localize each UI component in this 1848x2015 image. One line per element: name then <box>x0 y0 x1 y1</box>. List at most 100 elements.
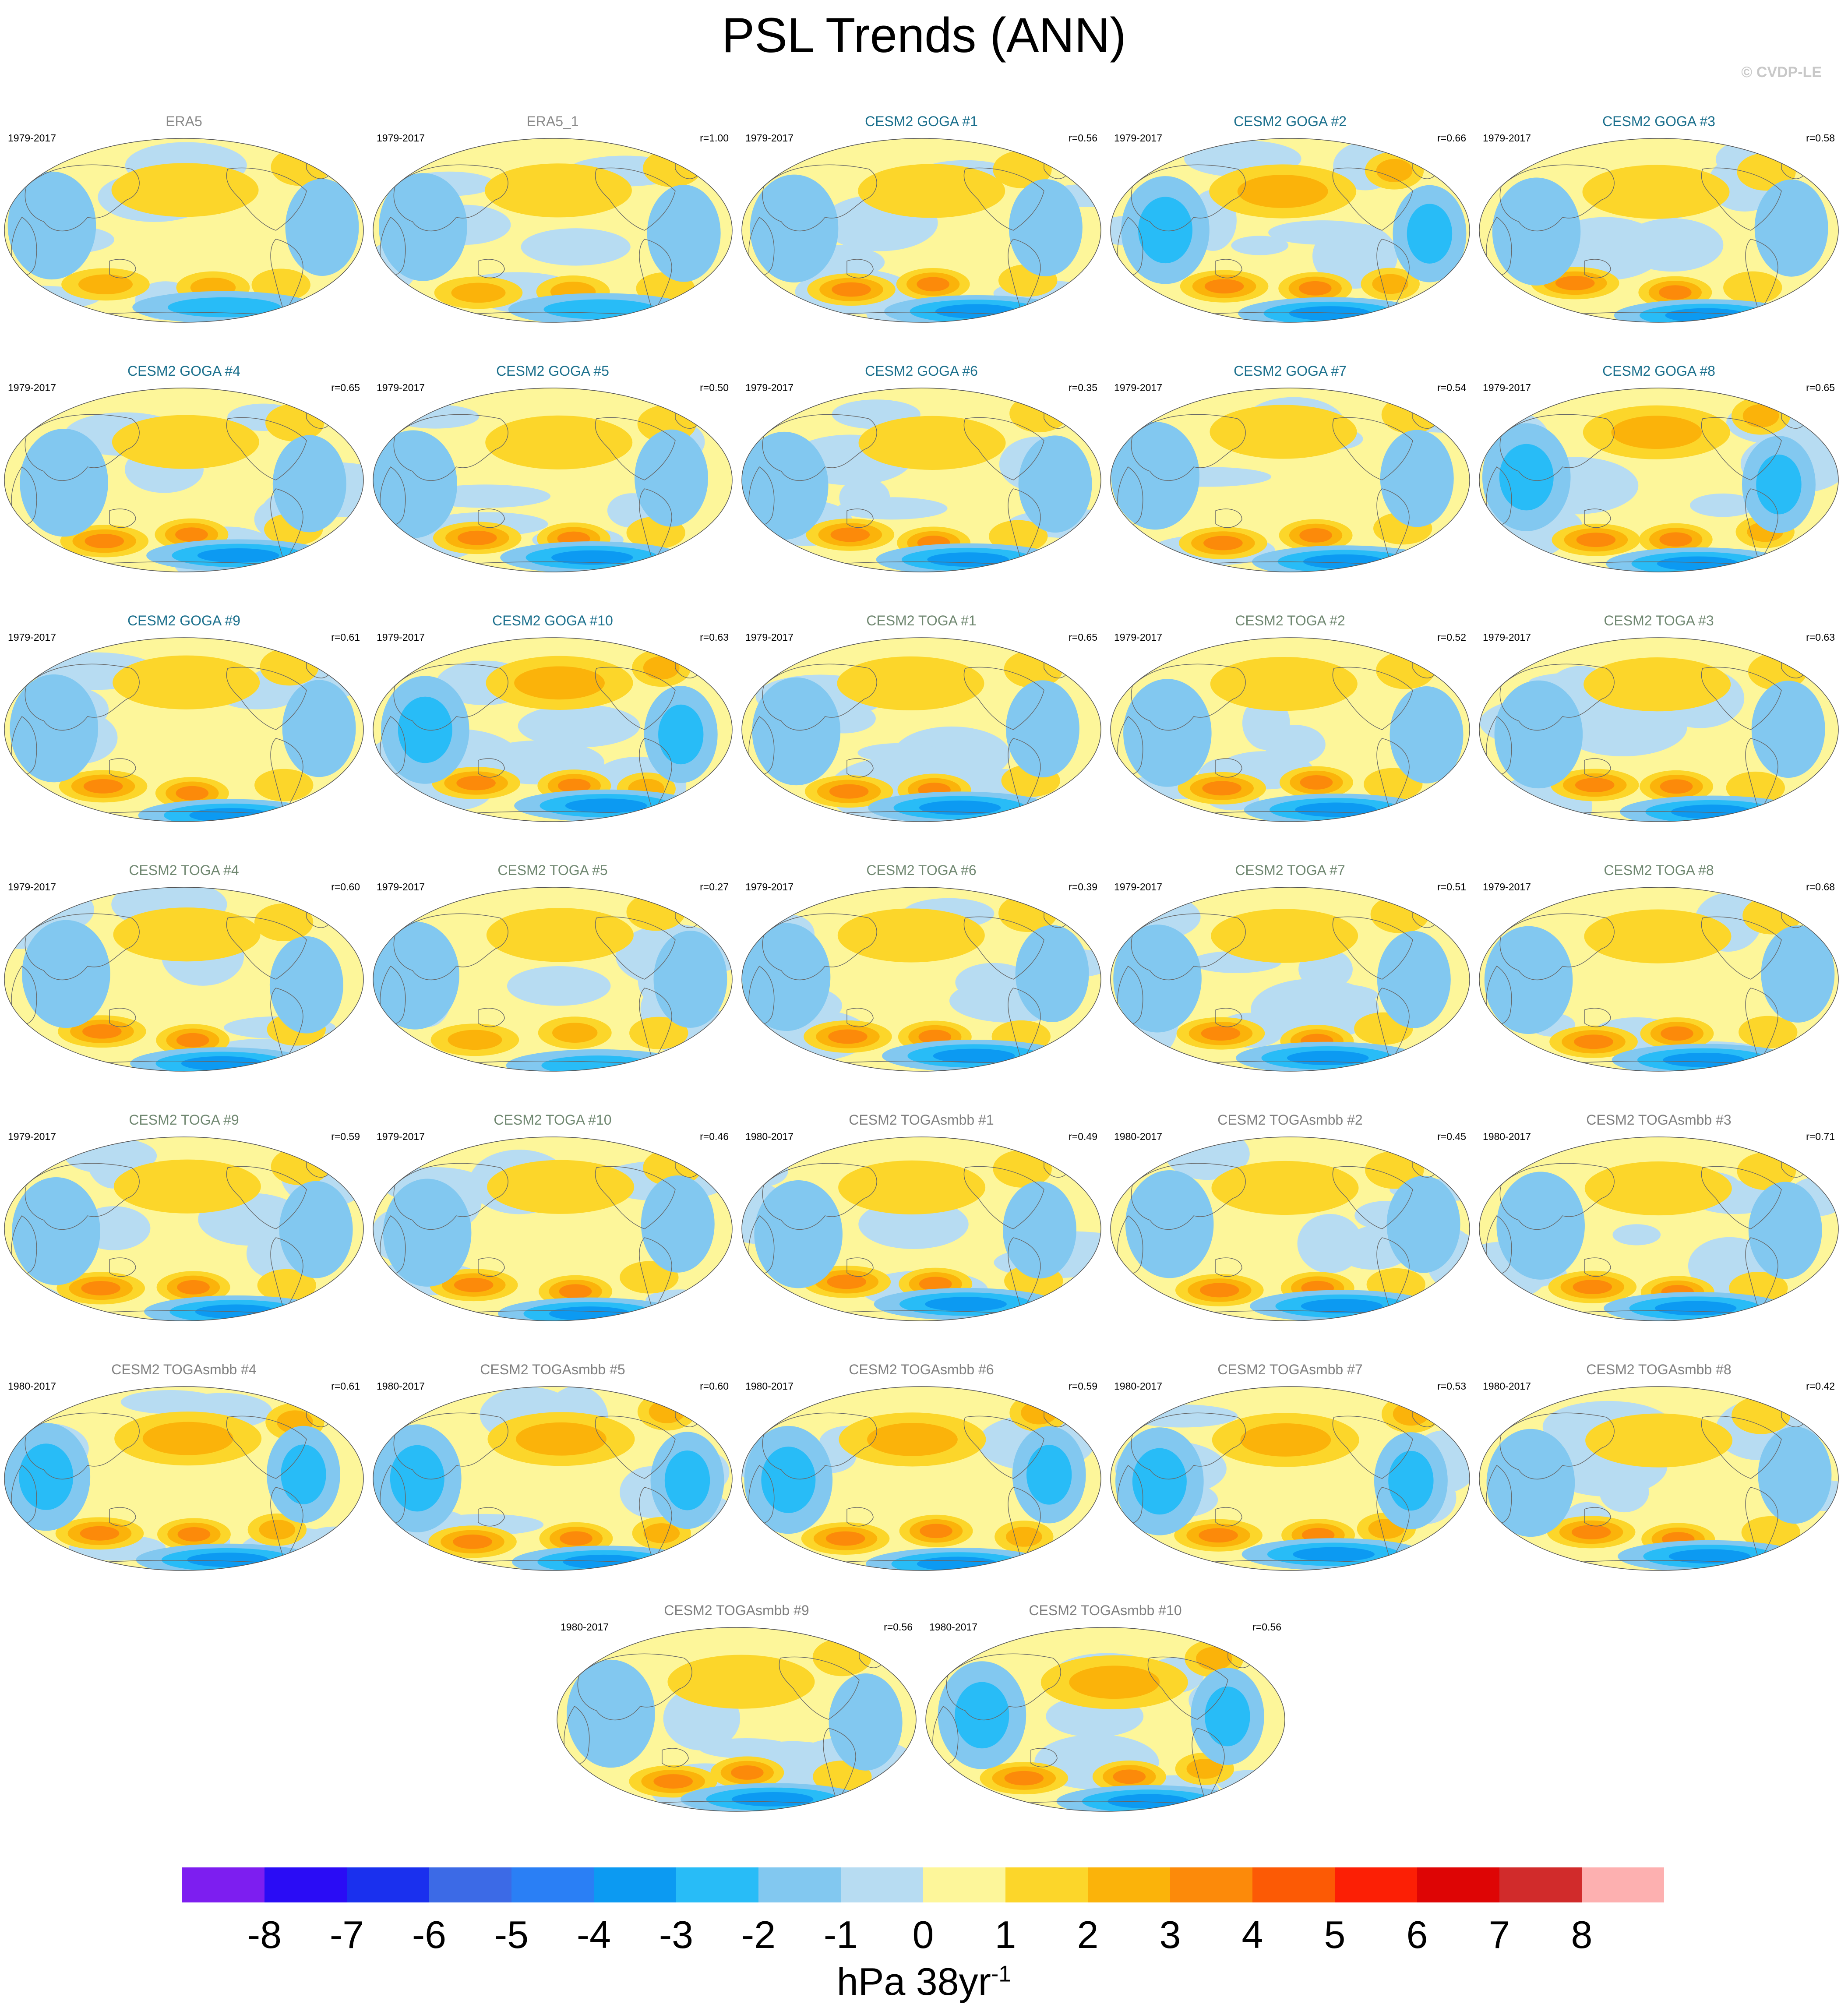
units-exponent: -1 <box>991 1961 1012 1987</box>
panel-title: CESM2 GOGA #1 <box>865 113 978 129</box>
trend-region-positive <box>838 1160 986 1214</box>
trend-region-negative <box>1377 931 1451 1028</box>
panel-correlation: r=0.65 <box>1806 382 1835 393</box>
trend-region-positive <box>454 1277 494 1292</box>
panel-correlation: r=0.54 <box>1437 382 1466 393</box>
map-svg <box>373 388 733 572</box>
trend-region-positive <box>82 1024 122 1039</box>
panel-title: CESM2 GOGA #7 <box>1234 363 1347 379</box>
trend-region-negative <box>518 704 640 748</box>
panel-title: CESM2 GOGA #6 <box>865 363 978 379</box>
trend-region-positive <box>1381 395 1441 434</box>
coastline <box>1701 417 1782 480</box>
map-svg <box>4 1386 364 1571</box>
trend-region-negative <box>1486 1429 1575 1537</box>
panel-correlation: r=0.45 <box>1437 1131 1466 1142</box>
coastline <box>963 1415 1044 1479</box>
trend-region-positive <box>1555 276 1595 290</box>
coastline <box>963 167 1044 231</box>
coastline <box>846 1008 874 1027</box>
panel-period: 1979-2017 <box>8 132 56 144</box>
trend-region-positive <box>837 908 985 963</box>
map-border <box>1479 388 1839 572</box>
coastline <box>779 1656 860 1720</box>
trend-region-negative <box>1002 1181 1076 1279</box>
trend-region-positive <box>257 1269 316 1302</box>
colorbar-segment <box>923 1867 1006 1902</box>
coastline <box>1701 1415 1782 1479</box>
panel-period: 1979-2017 <box>1483 132 1531 144</box>
colorbar-segment <box>1335 1867 1418 1902</box>
coastline <box>662 1748 689 1768</box>
trend-region-positive <box>827 1274 867 1289</box>
coastline <box>478 1507 505 1527</box>
trend-region-positive <box>1742 404 1779 428</box>
panel-correlation: r=0.63 <box>700 632 729 643</box>
trend-region-negative <box>1665 308 1747 322</box>
trend-region-negative <box>742 431 829 540</box>
coastline <box>1499 663 1615 730</box>
trend-region-positive <box>260 648 319 686</box>
colorbar-tick-label: -4 <box>576 1913 611 1956</box>
trend-region-positive <box>78 274 133 295</box>
coastline <box>1499 164 1615 231</box>
trend-region-positive <box>487 1160 635 1214</box>
trend-region-negative <box>1301 1299 1383 1313</box>
trend-region-positive <box>1571 1524 1611 1539</box>
coastline <box>1499 414 1615 481</box>
coastline <box>109 508 136 528</box>
colorbar-segment <box>841 1867 924 1902</box>
trend-region-positive <box>486 908 634 962</box>
trend-region-positive <box>254 903 314 942</box>
map-border <box>1110 1386 1470 1571</box>
trend-region-positive <box>111 163 259 217</box>
map-panel: CESM2 TOGA #9 1979-2017 r=0.59 <box>0 1112 368 1339</box>
trend-region-positive <box>1186 1759 1223 1779</box>
panel-title: CESM2 TOGA #7 <box>1235 862 1345 878</box>
colorbar-tick-label: 0 <box>912 1913 934 1956</box>
trend-region-negative <box>1654 1301 1737 1316</box>
trend-region-positive <box>1393 1402 1429 1426</box>
colorbar-segment <box>1252 1867 1335 1902</box>
trend-region-negative <box>1287 1051 1369 1066</box>
trend-region-negative <box>285 179 359 276</box>
trend-region-negative <box>543 299 657 320</box>
trend-region-positive <box>1659 285 1692 300</box>
colorbar-segment <box>1499 1867 1582 1902</box>
colorbar-tick-label: -2 <box>741 1913 776 1956</box>
coastline <box>963 916 1044 980</box>
colorbar-segment <box>1088 1867 1171 1902</box>
colorbar-tick-label: -6 <box>412 1913 447 1956</box>
trend-region-positive <box>1021 1401 1057 1425</box>
trend-region-negative <box>919 800 1001 815</box>
trend-region-positive <box>1660 779 1693 794</box>
colorbar-tick-label: 3 <box>1159 1913 1181 1956</box>
trend-region-positive <box>1659 532 1693 547</box>
trend-region-positive <box>812 1638 872 1676</box>
trend-region-negative <box>1125 1170 1214 1278</box>
trend-region-negative <box>731 1792 814 1807</box>
trend-region-negative <box>1761 925 1835 1023</box>
trend-region-positive <box>83 779 123 794</box>
coastline <box>226 1166 307 1229</box>
trend-region-negative <box>1621 218 1724 272</box>
map-svg <box>4 1136 364 1321</box>
trend-region-positive <box>175 527 208 542</box>
trend-region-positive <box>1005 1527 1042 1547</box>
trend-region-positive <box>867 1422 958 1456</box>
coastline <box>226 417 307 480</box>
trend-region-positive <box>1584 909 1732 963</box>
trend-region-negative <box>282 680 356 777</box>
panel-title: CESM2 TOGAsmbb #9 <box>664 1602 809 1618</box>
coastline <box>1701 916 1782 980</box>
trend-region-positive <box>113 907 261 962</box>
trend-region-negative <box>10 674 99 783</box>
map-svg <box>1110 388 1470 572</box>
trend-region-positive <box>552 1023 598 1043</box>
map-svg <box>741 1386 1101 1571</box>
panel-correlation: r=0.49 <box>1069 1131 1097 1142</box>
colorbar-units-label: hPa 38yr-1 <box>0 1958 1848 2006</box>
coastline <box>1701 167 1782 231</box>
trend-region-negative <box>1113 925 1202 1033</box>
colorbar-segment <box>758 1867 841 1902</box>
